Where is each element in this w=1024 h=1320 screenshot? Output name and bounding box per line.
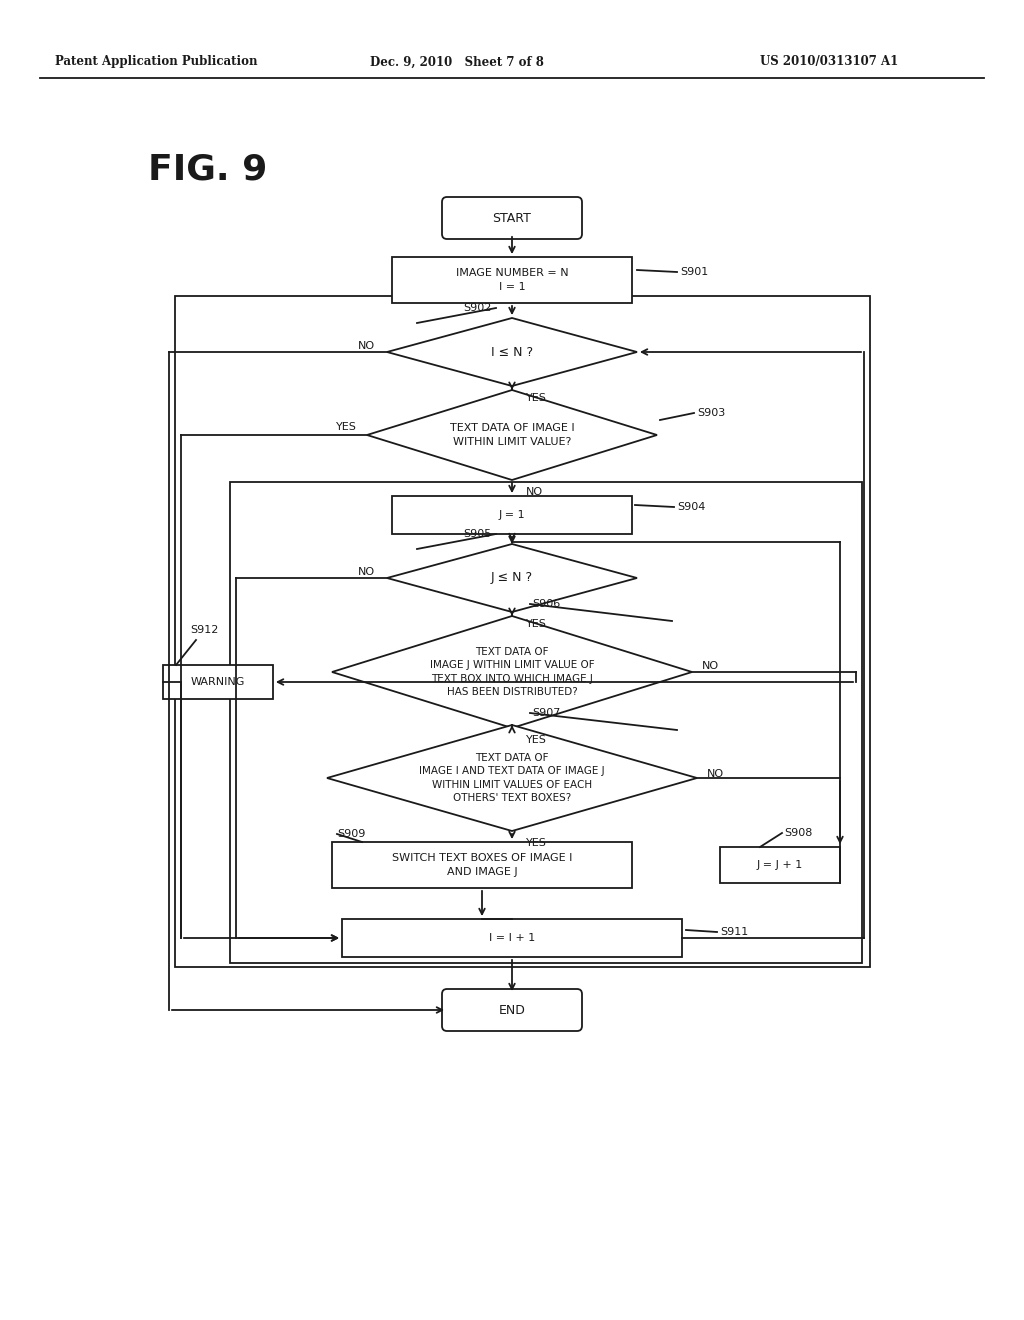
Text: I = I + 1: I = I + 1 (488, 933, 536, 942)
Bar (163, 665, 273, 700)
Text: I ≤ N ?: I ≤ N ? (490, 346, 534, 359)
Text: YES: YES (336, 422, 357, 432)
Text: S902: S902 (464, 304, 492, 313)
Text: TEXT DATA OF
IMAGE I AND TEXT DATA OF IMAGE J
WITHIN LIMIT VALUES OF EACH
OTHERS: TEXT DATA OF IMAGE I AND TEXT DATA OF IM… (419, 754, 605, 803)
Bar (342, 919, 682, 957)
Text: S909: S909 (337, 829, 366, 840)
Bar (175, 296, 870, 968)
Text: J ≤ N ?: J ≤ N ? (490, 572, 534, 585)
Text: YES: YES (526, 393, 547, 403)
Text: J = J + 1: J = J + 1 (757, 861, 803, 870)
FancyBboxPatch shape (442, 989, 582, 1031)
Bar (230, 482, 862, 964)
Bar (720, 847, 840, 883)
Polygon shape (367, 389, 657, 480)
Text: WARNING: WARNING (190, 677, 245, 686)
Text: TEXT DATA OF IMAGE I
WITHIN LIMIT VALUE?: TEXT DATA OF IMAGE I WITHIN LIMIT VALUE? (450, 424, 574, 446)
Polygon shape (387, 544, 637, 612)
Text: S903: S903 (697, 408, 725, 418)
Text: Dec. 9, 2010   Sheet 7 of 8: Dec. 9, 2010 Sheet 7 of 8 (370, 55, 544, 69)
Text: START: START (493, 211, 531, 224)
Bar (332, 842, 632, 888)
Text: S908: S908 (784, 828, 812, 838)
Text: NO: NO (702, 661, 719, 671)
Text: S911: S911 (720, 927, 749, 937)
Text: S905: S905 (464, 529, 492, 539)
Text: END: END (499, 1003, 525, 1016)
Text: S904: S904 (677, 502, 706, 512)
Text: S912: S912 (190, 624, 218, 635)
Polygon shape (327, 725, 697, 832)
Text: NO: NO (526, 487, 543, 498)
Text: S906: S906 (532, 599, 560, 609)
Text: Patent Application Publication: Patent Application Publication (55, 55, 257, 69)
Text: FIG. 9: FIG. 9 (148, 153, 267, 187)
Text: TEXT DATA OF
IMAGE J WITHIN LIMIT VALUE OF
TEXT BOX INTO WHICH IMAGE J
HAS BEEN : TEXT DATA OF IMAGE J WITHIN LIMIT VALUE … (430, 647, 594, 697)
Polygon shape (332, 616, 692, 729)
Bar (392, 257, 632, 304)
Text: NO: NO (357, 568, 375, 577)
Text: NO: NO (707, 770, 724, 779)
FancyBboxPatch shape (442, 197, 582, 239)
Text: S901: S901 (680, 267, 709, 277)
Text: YES: YES (526, 838, 547, 847)
Text: YES: YES (526, 619, 547, 630)
Polygon shape (387, 318, 637, 385)
Text: J = 1: J = 1 (499, 510, 525, 520)
Text: NO: NO (357, 341, 375, 351)
Text: S907: S907 (532, 708, 560, 718)
Bar (392, 496, 632, 535)
Text: IMAGE NUMBER = N
I = 1: IMAGE NUMBER = N I = 1 (456, 268, 568, 292)
Text: SWITCH TEXT BOXES OF IMAGE I
AND IMAGE J: SWITCH TEXT BOXES OF IMAGE I AND IMAGE J (392, 854, 572, 876)
Text: YES: YES (526, 735, 547, 744)
Text: US 2010/0313107 A1: US 2010/0313107 A1 (760, 55, 898, 69)
